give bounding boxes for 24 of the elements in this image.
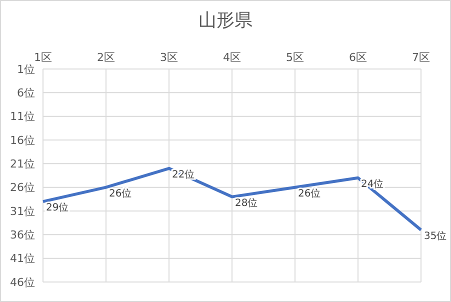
y-tick-label: 1位: [17, 62, 35, 76]
x-tick-label: 3区: [160, 51, 178, 64]
x-tick-label: 1区: [34, 51, 52, 64]
y-tick-label: 11位: [10, 110, 35, 124]
data-label: 26位: [298, 187, 321, 200]
y-tick-label: 31位: [10, 204, 35, 218]
chart-title: 山形県: [198, 9, 254, 32]
x-tick-label: 6区: [349, 51, 367, 64]
y-tick-label: 6位: [17, 86, 35, 100]
y-tick-label: 21位: [10, 158, 35, 171]
data-label: 26位: [109, 187, 132, 200]
data-label: 29位: [46, 202, 69, 214]
y-tick-label: 36位: [10, 228, 35, 242]
data-label: 28位: [235, 196, 258, 209]
data-label: 35位: [424, 230, 447, 242]
y-tick-label: 41位: [10, 252, 35, 266]
line-series: [42, 166, 422, 232]
x-tick-label: 4区: [223, 51, 241, 64]
y-tick-label: 46位: [10, 276, 35, 289]
y-tick-label: 16位: [10, 134, 35, 147]
x-tick-label: 5区: [286, 51, 304, 64]
x-tick-label: 7区: [412, 51, 430, 64]
y-tick-label: 26位: [10, 181, 35, 194]
x-tick-label: 2区: [97, 51, 115, 64]
